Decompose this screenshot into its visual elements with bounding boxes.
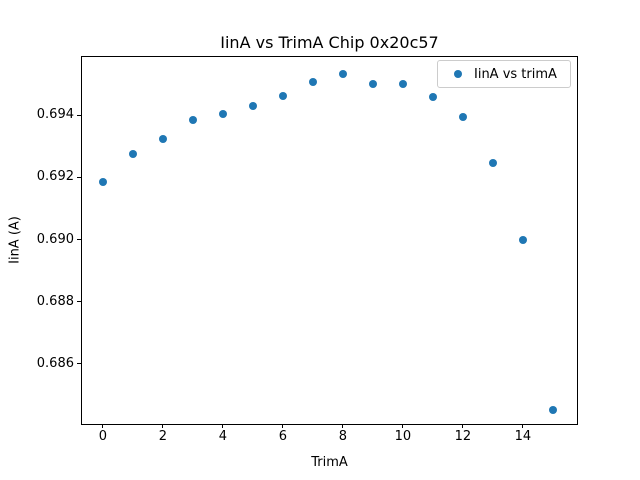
y-axis-label: IinA (A) — [7, 216, 23, 264]
x-tick-mark — [462, 424, 464, 428]
y-tick-mark — [77, 114, 81, 116]
x-tick-label: 2 — [158, 429, 168, 444]
scatter-point — [128, 149, 137, 158]
scatter-point — [188, 116, 197, 125]
legend-label: IinA vs trimA — [474, 66, 557, 82]
scatter-point — [218, 110, 227, 119]
scatter-point — [368, 79, 377, 88]
x-tick-label: 12 — [454, 429, 472, 444]
scatter-point — [338, 69, 347, 78]
scatter-point — [278, 91, 287, 100]
legend-marker-icon — [454, 70, 462, 78]
x-tick-mark — [282, 424, 284, 428]
x-tick-mark — [402, 424, 404, 428]
y-tick-label: 0.694 — [36, 107, 74, 123]
y-tick-mark — [77, 239, 81, 240]
x-axis-label: TrimA — [311, 455, 348, 470]
scatter-point — [458, 112, 467, 121]
y-tick-mark — [77, 301, 81, 303]
x-tick-label: 8 — [338, 429, 348, 444]
x-tick-mark — [522, 424, 524, 428]
y-tick-label: 0.686 — [36, 355, 74, 371]
y-tick-label: 0.692 — [36, 169, 74, 185]
x-tick-mark — [162, 424, 164, 428]
scatter-point — [488, 158, 497, 167]
x-tick-label: 6 — [278, 429, 288, 444]
y-tick-label: 0.690 — [36, 231, 74, 247]
x-tick-mark — [102, 424, 104, 428]
x-tick-label: 0 — [98, 429, 108, 444]
y-tick-label: 0.688 — [36, 293, 74, 309]
x-tick-label: 4 — [218, 429, 228, 444]
plot-area — [81, 56, 578, 425]
scatter-point — [428, 93, 437, 102]
scatter-point — [308, 78, 317, 87]
x-tick-label: 10 — [394, 429, 412, 444]
x-tick-mark — [222, 424, 224, 428]
scatter-point — [248, 101, 257, 110]
scatter-point — [398, 80, 407, 89]
scatter-point — [518, 236, 527, 245]
scatter-point — [548, 405, 557, 414]
scatter-point — [158, 135, 167, 144]
x-tick-mark — [342, 424, 344, 428]
legend: IinA vs trimA — [437, 60, 571, 88]
y-tick-mark — [77, 176, 81, 178]
x-tick-label: 14 — [514, 429, 532, 444]
scatter-point — [98, 177, 107, 186]
y-tick-mark — [77, 363, 81, 365]
chart-title: IinA vs TrimA Chip 0x20c57 — [220, 33, 439, 52]
